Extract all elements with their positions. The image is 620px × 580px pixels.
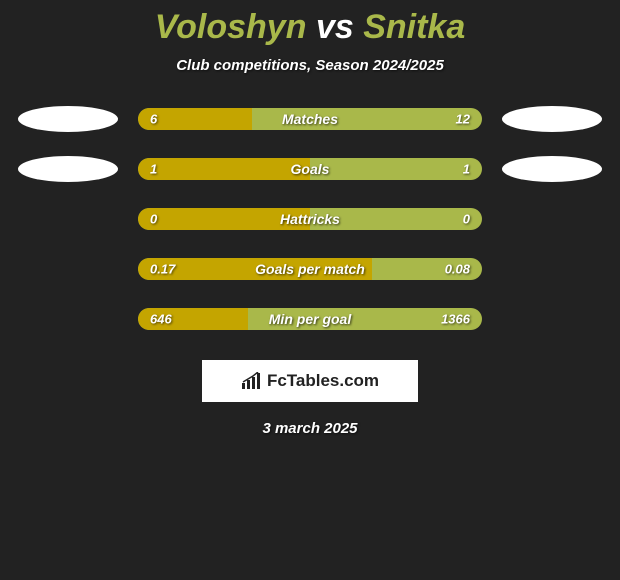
stat-bar: 646 Min per goal 1366 xyxy=(138,308,482,330)
stat-label: Min per goal xyxy=(269,311,351,327)
stat-bar: 1 Goals 1 xyxy=(138,158,482,180)
stat-row: 0 Hattricks 0 xyxy=(10,206,610,232)
spacer xyxy=(18,206,118,232)
brand-text: FcTables.com xyxy=(267,371,379,391)
title-player2: Snitka xyxy=(363,8,465,46)
stat-label: Hattricks xyxy=(280,211,340,227)
comparison-infographic: Voloshyn vs Snitka Club competitions, Se… xyxy=(0,0,620,437)
stat-left-value: 646 xyxy=(150,312,172,327)
stat-right-value: 0 xyxy=(463,212,470,227)
stat-bar: 6 Matches 12 xyxy=(138,108,482,130)
stat-bar: 0.17 Goals per match 0.08 xyxy=(138,258,482,280)
spacer xyxy=(502,206,602,232)
date-label: 3 march 2025 xyxy=(0,420,620,437)
stat-right-value: 0.08 xyxy=(445,262,470,277)
stat-right-value: 1 xyxy=(463,162,470,177)
spacer xyxy=(502,256,602,282)
chart-icon xyxy=(241,372,261,390)
spacer xyxy=(502,306,602,332)
stat-left-value: 6 xyxy=(150,112,157,127)
stat-left-value: 1 xyxy=(150,162,157,177)
stat-label: Matches xyxy=(282,111,338,127)
stat-row: 0.17 Goals per match 0.08 xyxy=(10,256,610,282)
title-player1: Voloshyn xyxy=(155,8,307,46)
page-title: Voloshyn vs Snitka xyxy=(0,8,620,47)
spacer xyxy=(18,256,118,282)
player1-marker xyxy=(18,156,118,182)
stat-rows: 6 Matches 12 1 Goals 1 0 Hattricks 0 xyxy=(0,106,620,332)
player2-marker xyxy=(502,156,602,182)
stat-row: 646 Min per goal 1366 xyxy=(10,306,610,332)
stat-left-value: 0.17 xyxy=(150,262,175,277)
stat-right-value: 12 xyxy=(456,112,470,127)
spacer xyxy=(18,306,118,332)
bar-fill xyxy=(138,158,310,180)
title-vs: vs xyxy=(316,8,354,46)
stat-row: 1 Goals 1 xyxy=(10,156,610,182)
subtitle: Club competitions, Season 2024/2025 xyxy=(0,57,620,74)
stat-row: 6 Matches 12 xyxy=(10,106,610,132)
stat-bar: 0 Hattricks 0 xyxy=(138,208,482,230)
stat-right-value: 1366 xyxy=(441,312,470,327)
player1-marker xyxy=(18,106,118,132)
stat-left-value: 0 xyxy=(150,212,157,227)
player2-marker xyxy=(502,106,602,132)
brand-badge: FcTables.com xyxy=(202,360,418,402)
stat-label: Goals xyxy=(291,161,330,177)
stat-label: Goals per match xyxy=(255,261,365,277)
